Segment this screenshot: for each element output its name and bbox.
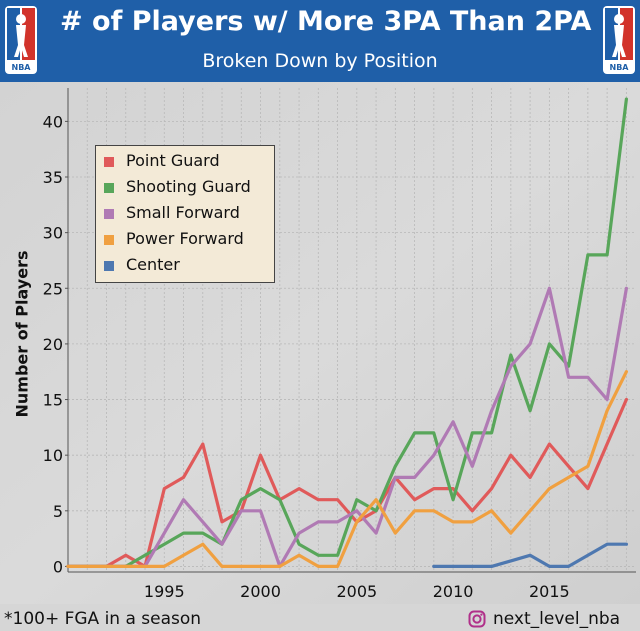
x-tick-label: 2005 <box>336 582 377 601</box>
legend: Point Guard Shooting Guard Small Forward… <box>95 145 275 283</box>
series-lines <box>66 97 629 569</box>
series-line-power-forward <box>66 370 629 569</box>
legend-label: Shooting Guard <box>126 177 251 196</box>
legend-swatch <box>104 183 114 193</box>
x-tick-label: 1995 <box>144 582 185 601</box>
y-tick-label: 5 <box>53 502 63 521</box>
footer-bar <box>0 604 640 631</box>
nba-logo-icon: NBA <box>603 6 635 74</box>
y-tick-label: 0 <box>53 557 63 576</box>
series-line-point-guard <box>66 397 629 569</box>
legend-swatch <box>104 157 114 167</box>
legend-label: Power Forward <box>126 229 244 248</box>
y-tick-label: 30 <box>43 224 63 243</box>
svg-text:NBA: NBA <box>610 63 630 72</box>
legend-label: Center <box>126 255 180 274</box>
y-tick-label: 40 <box>43 112 63 131</box>
axes: 0 5 10 15 20 25 30 35 40 1995 2000 2005 2010 2015 <box>43 88 636 601</box>
svg-text:NBA: NBA <box>12 63 32 72</box>
legend-label: Small Forward <box>126 203 240 222</box>
legend-swatch <box>104 209 114 219</box>
instagram-icon <box>468 610 486 628</box>
y-tick-label: 10 <box>43 446 63 465</box>
chart-title: # of Players w/ More 3PA Than 2PA <box>60 6 592 37</box>
y-axis-label: Number of Players <box>12 250 32 418</box>
series-line-shooting-guard <box>66 97 629 569</box>
x-tick-label: 2015 <box>529 582 570 601</box>
social-handle[interactable]: next_level_nba <box>493 609 621 629</box>
x-tick-label: 2000 <box>240 582 281 601</box>
legend-swatch <box>104 235 114 245</box>
y-tick-label: 25 <box>43 279 63 298</box>
y-tick-label: 20 <box>43 335 63 354</box>
legend-label: Point Guard <box>126 151 220 170</box>
series-line-small-forward <box>66 286 629 569</box>
y-tick-label: 35 <box>43 168 63 187</box>
series-line-center <box>432 542 629 569</box>
y-tick-label: 15 <box>43 391 63 410</box>
footnote: *100+ FGA in a season <box>4 609 202 629</box>
chart-subtitle: Broken Down by Position <box>202 50 438 72</box>
x-tick-label: 2010 <box>433 582 474 601</box>
nba-logo-icon: NBA <box>5 6 37 74</box>
header-banner: NBA # of Players w/ More 3PA Than 2PA Br… <box>0 0 640 82</box>
legend-swatch <box>104 261 114 271</box>
